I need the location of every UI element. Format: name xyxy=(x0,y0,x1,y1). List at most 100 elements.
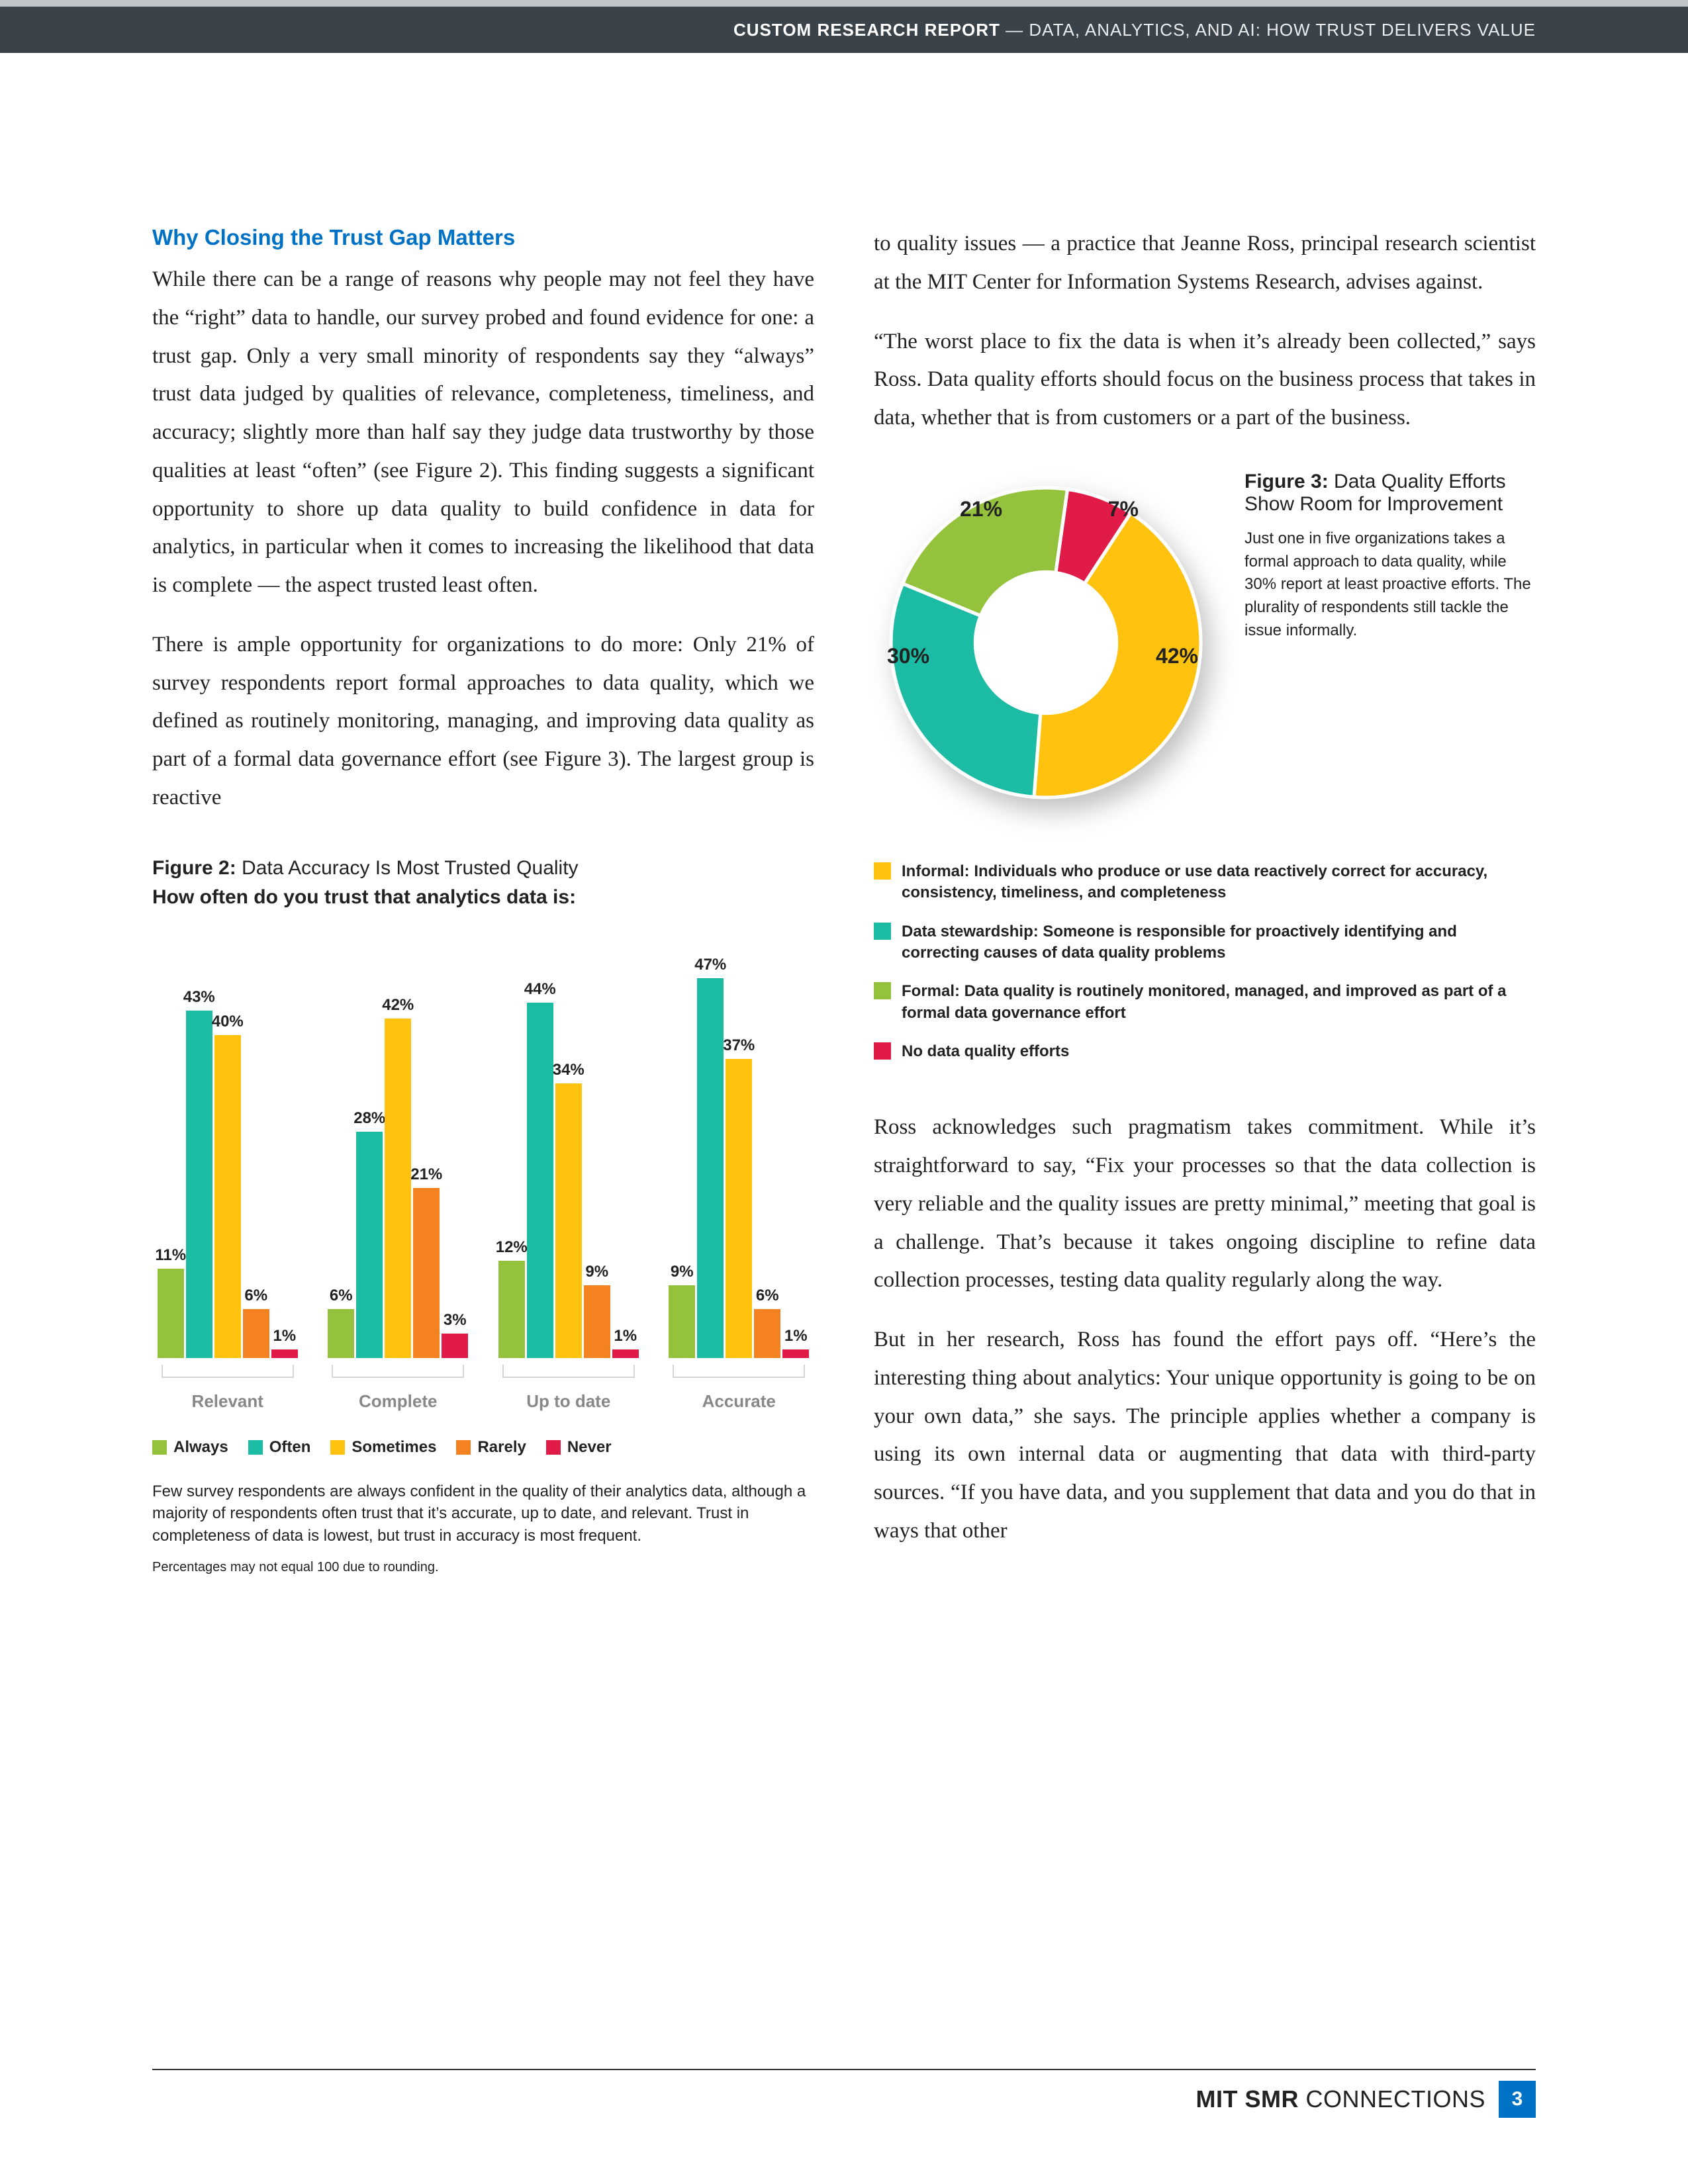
bar-wrap: 6% xyxy=(754,1287,780,1357)
bar-value-label: 21% xyxy=(410,1165,442,1184)
bar-value-label: 28% xyxy=(353,1109,385,1128)
legend-swatch xyxy=(874,982,891,999)
left-p2: There is ample opportunity for organizat… xyxy=(152,626,814,817)
fig3-legend-item: Formal: Data quality is routinely monito… xyxy=(874,981,1536,1024)
legend-item: Often xyxy=(248,1438,311,1457)
donut-hole xyxy=(974,570,1118,715)
bar-wrap: 40% xyxy=(214,1013,241,1358)
bar-wrap: 3% xyxy=(442,1311,468,1358)
category-bracket xyxy=(673,1365,805,1378)
bar-wrap: 1% xyxy=(271,1327,298,1357)
legend-item: Always xyxy=(152,1438,228,1457)
bar-group: 12%44%34%9%1%Up to date xyxy=(493,921,644,1412)
bar xyxy=(726,1059,752,1357)
bar xyxy=(498,1261,525,1357)
bar-cluster: 6% 28%42%21% 3% xyxy=(323,921,474,1358)
bar-value-label: 6% xyxy=(756,1287,779,1305)
bar xyxy=(754,1309,780,1357)
bar xyxy=(555,1083,582,1358)
legend-swatch xyxy=(152,1440,167,1455)
legend-swatch xyxy=(874,923,891,940)
donut-slice-label: 30% xyxy=(887,644,929,668)
fig3-legend-item: No data quality efforts xyxy=(874,1041,1536,1062)
legend-item: Rarely xyxy=(456,1438,526,1457)
bar-value-label: 1% xyxy=(784,1327,808,1345)
bar-wrap: 44% xyxy=(527,980,553,1358)
donut-slice-label: 42% xyxy=(1156,644,1198,668)
footer: MIT SMR CONNECTIONS 3 xyxy=(152,2069,1536,2118)
bar-group: 11%43%40%6%1%Relevant xyxy=(152,921,303,1412)
donut-chart: 42% 30% 21% 7% xyxy=(874,471,1218,815)
right-p2: “The worst place to fix the data is when… xyxy=(874,323,1536,437)
fig2-title-rest: Data Accuracy Is Most Trusted Quality xyxy=(236,857,579,879)
bar-wrap: 6% xyxy=(328,1287,354,1357)
fig2-note: Percentages may not equal 100 due to rou… xyxy=(152,1560,814,1575)
legend-swatch xyxy=(456,1440,471,1455)
bar xyxy=(782,1349,809,1357)
legend-label: Never xyxy=(567,1438,612,1457)
bar-value-label: 3% xyxy=(444,1311,467,1330)
footer-brand-bold: MIT SMR xyxy=(1196,2085,1299,2113)
fig3-text-block: Figure 3: Data Quality Efforts Show Room… xyxy=(1244,471,1536,643)
bar xyxy=(527,1003,553,1358)
category-bracket xyxy=(332,1365,464,1378)
bar-value-label: 34% xyxy=(553,1061,585,1079)
fig3-legend: Informal: Individuals who produce or use… xyxy=(874,861,1536,1063)
bar xyxy=(328,1309,354,1357)
legend-label: Sometimes xyxy=(352,1438,436,1457)
page-content: Why Closing the Trust Gap Matters While … xyxy=(0,53,1688,1655)
bar-value-label: 12% xyxy=(496,1238,528,1257)
bar-wrap: 21% xyxy=(413,1165,440,1357)
bar-value-label: 40% xyxy=(212,1013,244,1031)
bar-value-label: 9% xyxy=(671,1263,694,1281)
fig3-legend-item: Data stewardship: Someone is responsible… xyxy=(874,921,1536,964)
bar-value-label: 44% xyxy=(524,980,556,999)
fig3-legend-item: Informal: Individuals who produce or use… xyxy=(874,861,1536,904)
right-column: to quality issues — a practice that Jean… xyxy=(874,225,1536,1575)
section-heading: Why Closing the Trust Gap Matters xyxy=(152,225,814,250)
bar xyxy=(243,1309,269,1357)
bar xyxy=(669,1285,695,1358)
bar-wrap: 9% xyxy=(584,1263,610,1358)
right-p4: But in her research, Ross has found the … xyxy=(874,1321,1536,1551)
bar xyxy=(413,1188,440,1357)
bar-wrap: 37% xyxy=(726,1036,752,1357)
legend-text: Informal: Individuals who produce or use… xyxy=(902,861,1536,904)
figure-3: 42% 30% 21% 7% Figure 3: Data Quality Effor… xyxy=(874,471,1536,815)
header-sep: — xyxy=(1000,20,1029,40)
bar-wrap: 47% xyxy=(697,956,724,1357)
bar-wrap: 9% xyxy=(669,1263,695,1358)
legend-swatch xyxy=(330,1440,345,1455)
footer-brand: MIT SMR CONNECTIONS xyxy=(1196,2085,1486,2113)
bar xyxy=(271,1349,298,1357)
bar-wrap: 34% xyxy=(555,1061,582,1358)
donut-slice-label: 7% xyxy=(1108,497,1139,522)
footer-brand-light: CONNECTIONS xyxy=(1299,2085,1485,2113)
legend-label: Often xyxy=(269,1438,311,1457)
fig2-subtitle: How often do you trust that analytics da… xyxy=(152,886,814,909)
bar xyxy=(186,1011,212,1358)
right-p1: to quality issues — a practice that Jean… xyxy=(874,225,1536,302)
bar-wrap: 1% xyxy=(612,1327,639,1357)
bar xyxy=(612,1349,639,1357)
fig3-title-bold: Figure 3: xyxy=(1244,471,1329,492)
donut-slice-label: 21% xyxy=(960,497,1002,522)
right-p3: Ross acknowledges such pragmatism takes … xyxy=(874,1109,1536,1300)
bar-value-label: 6% xyxy=(244,1287,267,1305)
legend-label: Rarely xyxy=(477,1438,526,1457)
legend-text: Data stewardship: Someone is responsible… xyxy=(902,921,1536,964)
bar-value-label: 6% xyxy=(330,1287,353,1305)
bar xyxy=(158,1269,184,1357)
fig3-caption: Just one in five organizations takes a f… xyxy=(1244,527,1536,643)
bar-wrap: 42% xyxy=(385,996,411,1357)
bar xyxy=(442,1334,468,1358)
bar-value-label: 1% xyxy=(273,1327,296,1345)
bar-value-label: 9% xyxy=(585,1263,608,1281)
bar-wrap: 6% xyxy=(243,1287,269,1357)
legend-item: Sometimes xyxy=(330,1438,436,1457)
category-bracket xyxy=(502,1365,635,1378)
bar xyxy=(697,978,724,1357)
fig2-title: Figure 2: Data Accuracy Is Most Trusted … xyxy=(152,857,814,880)
right-lower-texts: Ross acknowledges such pragmatism takes … xyxy=(874,1109,1536,1550)
bar-cluster: 11%43%40%6%1% xyxy=(152,921,303,1358)
